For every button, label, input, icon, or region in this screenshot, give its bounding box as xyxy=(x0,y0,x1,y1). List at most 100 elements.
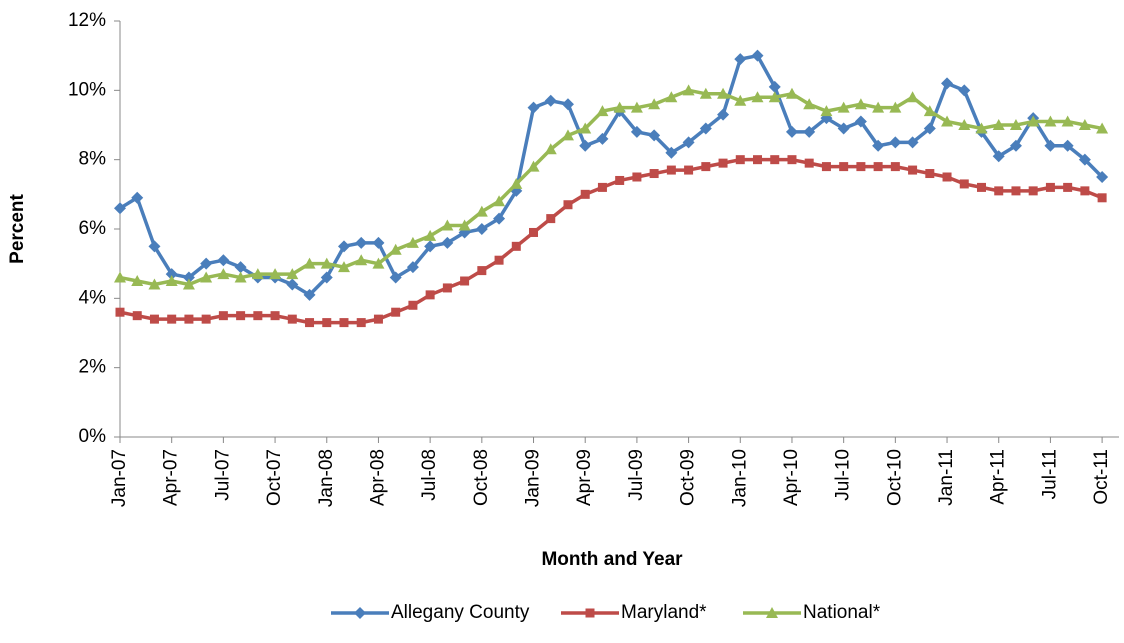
marker xyxy=(406,261,419,274)
marker xyxy=(114,202,126,215)
marker xyxy=(803,98,816,110)
x-tick-label: Apr-11 xyxy=(988,449,1009,505)
marker xyxy=(958,84,971,97)
marker xyxy=(665,146,678,159)
marker xyxy=(1096,122,1109,134)
marker xyxy=(493,212,506,225)
marker xyxy=(184,314,194,324)
marker xyxy=(890,162,900,172)
marker xyxy=(630,101,643,113)
marker xyxy=(925,169,935,179)
marker xyxy=(217,254,230,267)
marker xyxy=(424,229,437,241)
marker xyxy=(131,191,144,204)
marker xyxy=(923,122,936,135)
marker xyxy=(132,311,142,321)
marker xyxy=(182,278,195,290)
marker xyxy=(320,257,333,269)
marker xyxy=(441,219,454,231)
marker xyxy=(475,205,488,217)
marker xyxy=(579,122,592,134)
marker xyxy=(1028,186,1038,196)
marker xyxy=(770,155,780,165)
marker xyxy=(941,115,954,127)
marker xyxy=(337,261,350,273)
marker xyxy=(1078,119,1091,130)
marker xyxy=(305,318,315,328)
marker xyxy=(389,243,402,255)
x-tick-label: Oct-07 xyxy=(264,449,285,506)
y-tick-label: 0% xyxy=(79,426,107,447)
x-tick-label: Oct-08 xyxy=(471,449,492,506)
marker xyxy=(804,158,814,168)
marker xyxy=(751,91,764,103)
marker xyxy=(856,162,866,172)
x-tick-label: Jul-09 xyxy=(626,449,647,501)
y-tick-label: 10% xyxy=(68,79,106,100)
marker xyxy=(253,311,263,321)
y-tick-label: 12% xyxy=(68,10,106,31)
marker xyxy=(544,94,557,107)
marker xyxy=(201,314,211,324)
x-tick-label: Apr-09 xyxy=(574,449,595,506)
marker xyxy=(131,275,144,286)
marker xyxy=(1063,182,1073,192)
marker xyxy=(320,271,333,284)
marker xyxy=(632,172,642,182)
marker xyxy=(597,182,607,192)
marker xyxy=(441,236,454,249)
marker xyxy=(510,177,523,189)
marker xyxy=(339,318,349,328)
marker xyxy=(908,165,918,175)
legend-label: Allegany County xyxy=(391,602,530,623)
marker xyxy=(1078,153,1091,166)
marker xyxy=(287,314,297,324)
marker xyxy=(734,94,747,106)
marker xyxy=(906,136,919,149)
marker xyxy=(148,278,161,290)
marker xyxy=(270,311,280,321)
marker xyxy=(286,268,299,280)
marker xyxy=(527,160,540,172)
marker xyxy=(699,87,712,99)
marker xyxy=(460,276,470,286)
marker xyxy=(337,240,350,253)
marker xyxy=(630,125,643,138)
marker xyxy=(579,139,592,152)
marker xyxy=(682,136,695,149)
marker xyxy=(717,87,730,99)
marker xyxy=(458,219,471,231)
marker xyxy=(424,240,437,253)
y-tick-label: 4% xyxy=(79,287,107,308)
marker xyxy=(992,150,1005,163)
marker xyxy=(854,115,867,128)
marker xyxy=(992,119,1005,130)
marker xyxy=(391,307,401,317)
marker xyxy=(1009,119,1022,130)
marker xyxy=(585,608,595,618)
marker xyxy=(408,300,418,310)
marker xyxy=(1045,182,1055,192)
marker xyxy=(372,236,385,249)
marker xyxy=(425,290,435,300)
marker xyxy=(236,311,246,321)
marker xyxy=(234,271,247,283)
marker xyxy=(596,132,609,145)
marker xyxy=(837,122,850,135)
legend-label: National* xyxy=(803,602,881,623)
marker xyxy=(665,91,678,103)
marker xyxy=(217,268,230,280)
marker xyxy=(303,288,316,301)
series-line xyxy=(119,88,1103,287)
x-tick-label: Jul-10 xyxy=(833,449,854,501)
marker xyxy=(872,101,885,113)
marker xyxy=(753,155,763,165)
marker xyxy=(873,162,883,172)
marker xyxy=(561,129,574,141)
x-tick-label: Apr-08 xyxy=(367,449,388,506)
marker xyxy=(200,257,213,270)
series-line xyxy=(119,157,1103,325)
x-tick-label: Jan-07 xyxy=(109,449,130,507)
marker xyxy=(1061,115,1074,127)
marker xyxy=(389,271,402,284)
